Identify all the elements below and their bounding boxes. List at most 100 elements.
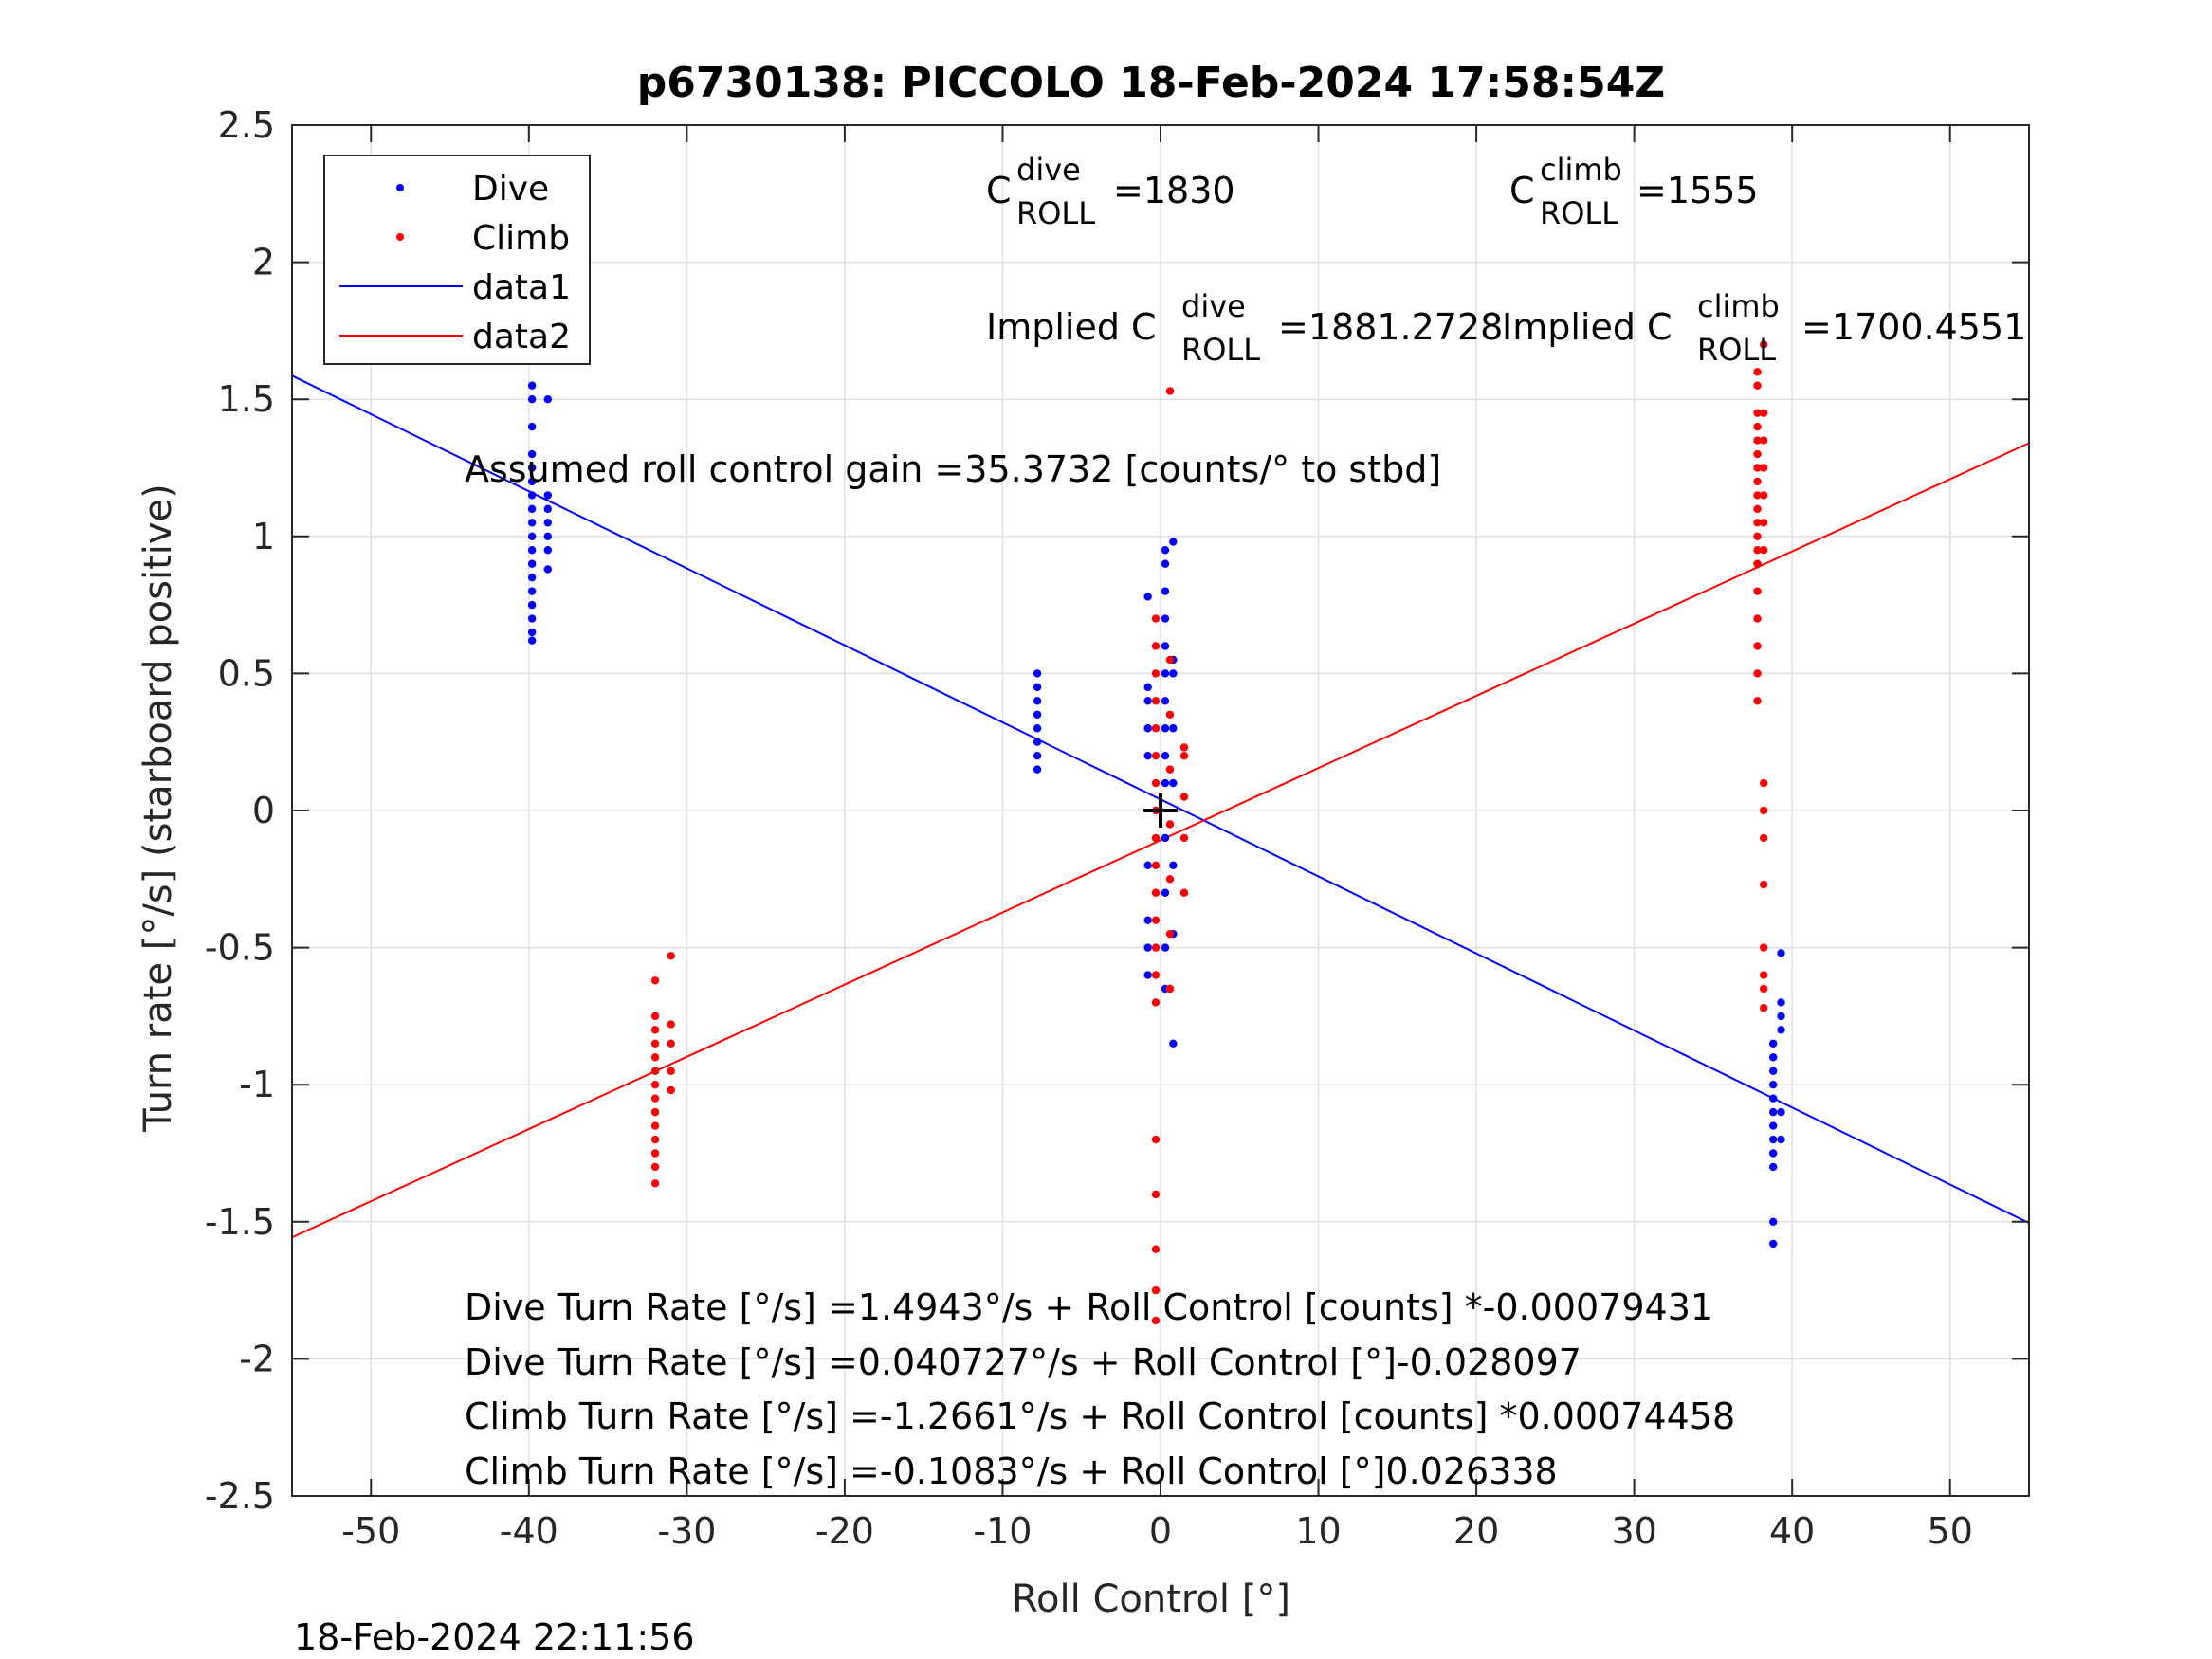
climb-point [1165,387,1175,395]
climb-point [1760,546,1768,555]
climb-point [650,1012,660,1021]
c-climb-sup: climb [1540,152,1622,188]
climb-point [1179,743,1189,752]
y-tick-label: 0 [252,790,275,831]
legend-dive-label: Dive [472,170,549,209]
data-points [527,230,1785,1325]
dive-point [1768,1239,1778,1249]
dive-point [1768,1121,1778,1130]
climb-point [1760,971,1768,979]
origin-marker [1143,793,1178,828]
climb-point [650,1135,660,1144]
dive-point [543,504,553,514]
dive-point [543,491,553,500]
c-dive-value: =1830 [1113,170,1235,211]
dive-point [1777,949,1785,957]
dive-point [527,395,537,404]
climb-point [650,1162,660,1172]
climb-point [1151,1316,1161,1325]
climb-point [1151,888,1161,897]
c-climb-base: C [1509,170,1535,211]
climb-point [1753,464,1762,472]
svg-text:C: C [986,170,1012,211]
dive-point [527,504,537,514]
climb-point [1151,614,1161,623]
dive-point [1768,1107,1778,1117]
climb-point [1151,833,1161,843]
equation-2: Dive Turn Rate [°/s] =0.040727°/s + Roll… [465,1341,1581,1383]
dive-point [527,573,537,582]
climb-point [1760,409,1768,417]
implied-dive-prefix: Implied C [986,306,1157,348]
dive-point [1777,1026,1785,1034]
dive-point [1143,751,1152,760]
dive-point [1161,833,1170,843]
annotation-implied-climb: Implied C climb ROLL =1700.4551 [1502,288,2026,368]
climb-point [650,1039,660,1048]
climb-point [650,1179,660,1188]
climb-point [667,1039,675,1048]
legend: Dive Climb data1 data2 [323,155,591,365]
timestamp: 18-Feb-2024 22:11:56 [294,1616,695,1658]
implied-dive-value: =1881.2728 [1278,306,1503,348]
dive-point [1777,1012,1785,1021]
climb-point [650,1094,660,1103]
climb-point [1165,984,1175,994]
dive-point [1169,669,1178,678]
climb-point [1165,710,1175,719]
c-climb-sub: ROLL [1540,195,1618,231]
equation-3: Climb Turn Rate [°/s] =-1.2661°/s + Roll… [465,1395,1735,1437]
climb-point [1179,888,1189,897]
y-tick-label: -2.5 [205,1475,275,1517]
dive-point [1768,1094,1778,1103]
legend-data1-label: data1 [472,268,571,307]
dive-point [1768,1066,1778,1075]
climb-point [1760,943,1768,952]
climb-point [650,1026,660,1034]
dive-point [1161,697,1170,705]
dive-point [1161,587,1170,595]
dive-point [543,532,553,540]
fit-line-data2 [291,442,2030,1239]
dive-point [1161,778,1170,788]
dive-point [1161,614,1170,623]
dive-point [527,464,537,472]
dive-point [1768,1162,1778,1172]
dive-point [1143,724,1152,733]
dive-point [1143,683,1152,692]
equation-1: Dive Turn Rate [°/s] =1.4943°/s + Roll C… [465,1286,1713,1328]
legend-climb-marker [396,233,404,241]
climb-point [1753,519,1762,527]
y-tick-label: -0.5 [205,927,275,969]
dive-point [1768,1149,1778,1158]
dive-point [1161,888,1170,897]
climb-point [1165,655,1175,665]
y-tick-label: 2 [252,242,275,283]
y-tick-label: -1 [239,1064,275,1105]
climb-point [1151,724,1161,733]
climb-point [1165,875,1175,884]
dive-point [1768,1053,1778,1062]
dive-point [1033,669,1042,678]
c-climb-value: =1555 [1636,170,1759,211]
climb-point [1165,929,1175,939]
climb-point [1753,532,1762,540]
dive-point [1143,592,1152,601]
dive-point [1033,751,1042,760]
dive-point [1169,724,1178,733]
climb-point [1165,820,1175,829]
x-tick-label: 30 [1611,1510,1656,1552]
climb-point [1753,587,1762,595]
climb-point [650,976,660,985]
y-tick-label: 2.5 [218,104,275,146]
x-tick-label: -30 [657,1510,716,1552]
dive-point [1169,778,1178,788]
climb-point [1151,778,1161,788]
c-dive-sup: dive [1016,152,1081,188]
climb-point [1753,491,1762,500]
climb-point [1151,998,1161,1007]
climb-point [650,1053,660,1062]
x-tick-label: -50 [341,1510,400,1552]
climb-point [1760,519,1768,527]
climb-point [1753,449,1762,459]
